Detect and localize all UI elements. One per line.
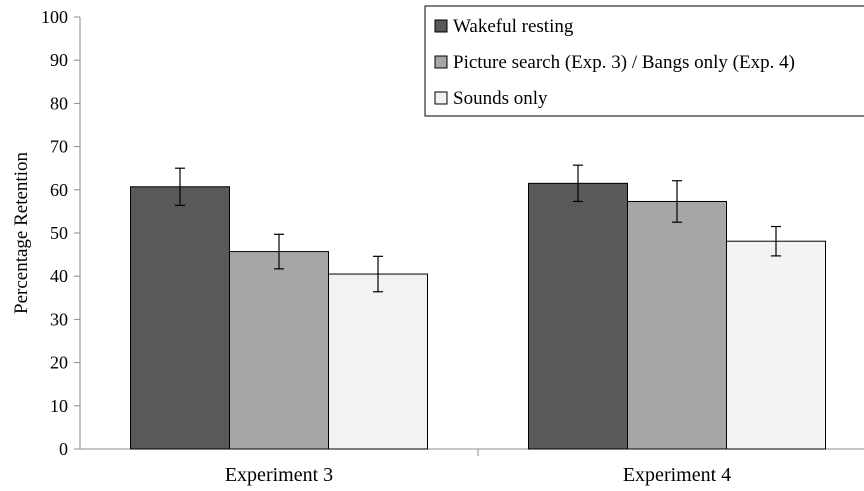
legend-swatch xyxy=(434,19,448,33)
y-tick-label: 30 xyxy=(50,309,68,329)
bar xyxy=(229,251,329,450)
x-category-label: Experiment 3 xyxy=(225,464,333,486)
y-tick-label: 60 xyxy=(50,180,68,200)
legend-box xyxy=(424,5,864,117)
bar xyxy=(528,182,628,450)
plot-area: 0 10 20 30 40 50 60 70 80 90 100 Experiment 3 Experi… xyxy=(41,7,864,486)
bar xyxy=(328,273,428,450)
y-tick-label: 20 xyxy=(50,353,68,373)
x-category-label: Experiment 4 xyxy=(623,464,731,486)
y-axis-title-group: Percentage Retention xyxy=(11,152,32,314)
y-tick-label: 0 xyxy=(59,439,68,459)
legend-swatch xyxy=(434,55,448,69)
legend: Wakeful resting Picture search (Exp. 3) /… xyxy=(424,5,864,117)
legend-label: Wakeful resting xyxy=(453,16,574,37)
bar xyxy=(130,186,230,450)
bar xyxy=(726,240,826,450)
legend-label: Sounds only xyxy=(453,88,548,109)
y-tick-label: 90 xyxy=(50,50,68,70)
y-tick-label: 50 xyxy=(50,223,68,243)
legend-label: Picture search (Exp. 3) / Bangs only (Ex… xyxy=(453,52,795,73)
y-tick-label: 100 xyxy=(41,7,68,27)
y-tick-label: 10 xyxy=(50,396,68,416)
y-tick-label: 40 xyxy=(50,266,68,286)
bar xyxy=(627,200,727,450)
y-axis-title: Percentage Retention xyxy=(11,152,32,314)
y-tick-label: 80 xyxy=(50,93,68,113)
y-tick-label: 70 xyxy=(50,137,68,157)
legend-swatch xyxy=(434,91,448,105)
